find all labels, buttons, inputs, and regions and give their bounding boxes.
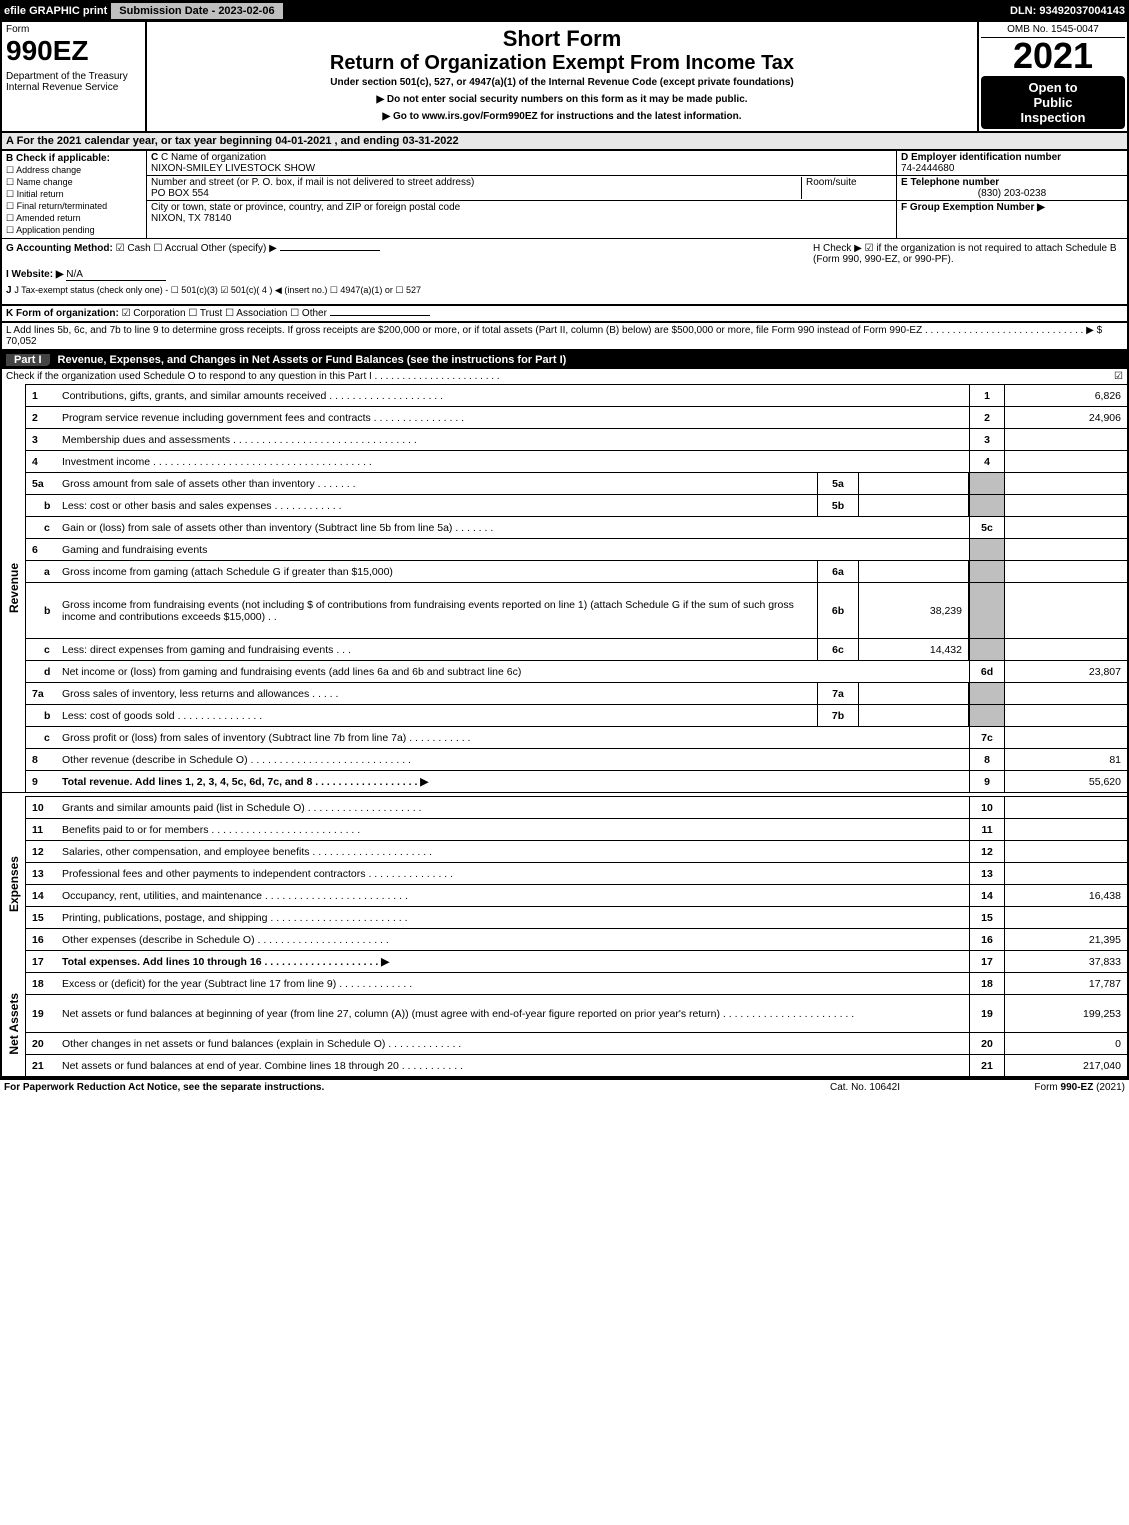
section-k: K Form of organization: ☑ Corporation ☐ … [0, 306, 1129, 323]
section-a-tax-year: A For the 2021 calendar year, or tax yea… [0, 133, 1129, 151]
submission-date: Submission Date - 2023-02-06 [111, 3, 282, 19]
part-1-subheader: Check if the organization used Schedule … [0, 369, 1129, 384]
revenue-side-label: Revenue [7, 563, 21, 613]
street-address: PO BOX 554 [151, 188, 797, 199]
revenue-section: Revenue 1Contributions, gifts, grants, a… [0, 384, 1129, 792]
form-word: Form [6, 24, 141, 35]
department-label: Department of the Treasury Internal Reve… [6, 71, 141, 93]
org-name: NIXON-SMILEY LIVESTOCK SHOW [151, 163, 892, 174]
form-header: Form 990EZ Department of the Treasury In… [0, 22, 1129, 133]
expenses-section: Expenses 10Grants and similar amounts pa… [0, 796, 1129, 972]
ein: 74-2444680 [901, 163, 1123, 174]
header-right: OMB No. 1545-0047 2021 Open to Public In… [977, 22, 1127, 131]
section-ghij: G Accounting Method: ☑ Cash ☐ Accrual Ot… [0, 239, 1129, 306]
section-l: L Add lines 5b, 6c, and 7b to line 9 to … [0, 323, 1129, 351]
column-c-org-info: C C Name of organization NIXON-SMILEY LI… [147, 151, 897, 238]
part-1-header: Part I Revenue, Expenses, and Changes in… [0, 351, 1129, 369]
section-bcdef: B Check if applicable: ☐ Address change … [0, 151, 1129, 239]
column-def: D Employer identification number 74-2444… [897, 151, 1127, 238]
column-b-checkboxes: B Check if applicable: ☐ Address change … [2, 151, 147, 238]
tax-year: 2021 [981, 38, 1125, 74]
dln-label: DLN: 93492037004143 [1010, 5, 1125, 17]
expenses-side-label: Expenses [7, 856, 21, 912]
return-title: Return of Organization Exempt From Incom… [151, 52, 973, 75]
phone: (830) 203-0238 [901, 188, 1123, 199]
net-assets-side-label: Net Assets [7, 993, 21, 1055]
header-left: Form 990EZ Department of the Treasury In… [2, 22, 147, 131]
net-assets-section: Net Assets 18Excess or (deficit) for the… [0, 972, 1129, 1078]
short-form-title: Short Form [151, 26, 973, 52]
open-to-public-inspection: Open to Public Inspection [981, 76, 1125, 129]
city-state-zip: NIXON, TX 78140 [151, 213, 892, 224]
header-mid: Short Form Return of Organization Exempt… [147, 22, 977, 131]
tax-exempt-status: J Tax-exempt status (check only one) - ☐… [14, 285, 421, 295]
under-section: Under section 501(c), 527, or 4947(a)(1)… [151, 77, 973, 88]
do-not-enter: ▶ Do not enter social security numbers o… [151, 94, 973, 105]
efile-label: efile GRAPHIC print [4, 5, 107, 17]
form-number: 990EZ [6, 35, 141, 67]
website: N/A [66, 269, 166, 281]
h-schedule-b: H Check ▶ ☑ if the organization is not r… [813, 243, 1123, 265]
top-bar: efile GRAPHIC print Submission Date - 20… [0, 0, 1129, 22]
page-footer: For Paperwork Reduction Act Notice, see … [0, 1078, 1129, 1095]
go-to-link[interactable]: ▶ Go to www.irs.gov/Form990EZ for instru… [151, 111, 973, 122]
